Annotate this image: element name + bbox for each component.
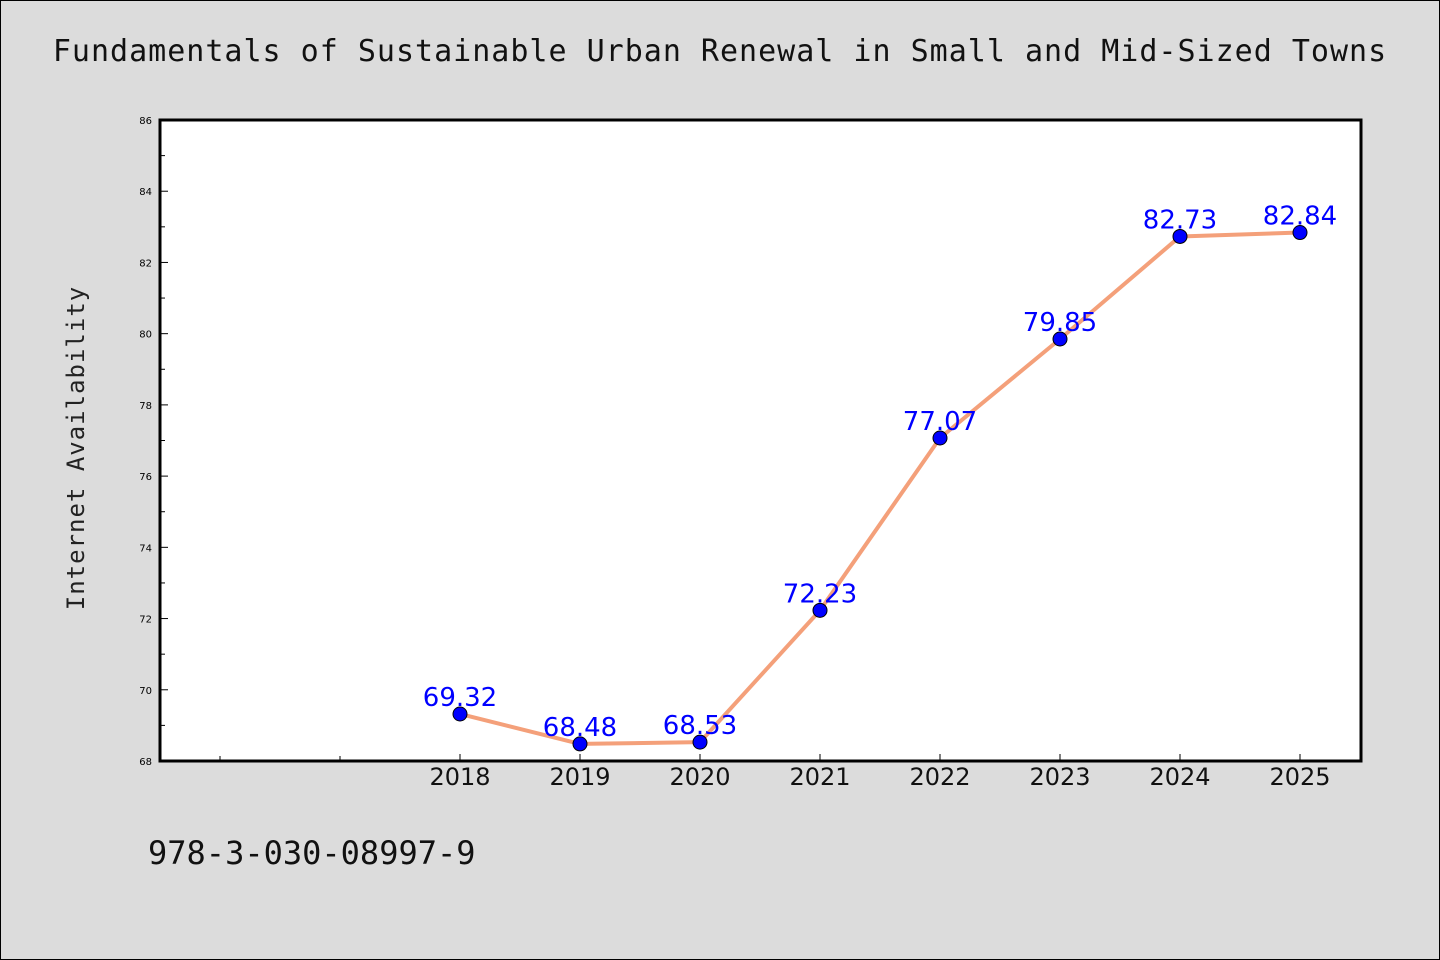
data-label: 68.48 <box>543 713 617 743</box>
y-tick-label: 78 <box>139 401 152 412</box>
data-label: 72.23 <box>783 579 857 609</box>
x-tick-label: 2024 <box>1149 763 1210 791</box>
y-tick-label: 74 <box>139 543 152 554</box>
y-tick-label: 76 <box>139 472 152 483</box>
y-tick-label: 68 <box>139 757 152 768</box>
data-point-marker <box>1172 228 1188 244</box>
isbn-text: 978-3-030-08997-9 <box>148 834 476 872</box>
data-point-marker <box>1292 225 1308 241</box>
x-tick-label: 2020 <box>669 763 730 791</box>
y-tick-label: 80 <box>139 330 152 341</box>
plot-area <box>158 118 1363 763</box>
data-label: 77.07 <box>903 407 977 437</box>
y-tick-label: 84 <box>139 187 152 198</box>
series-markers <box>452 225 1308 752</box>
data-label: 82.84 <box>1263 202 1337 232</box>
data-label: 68.53 <box>663 711 737 741</box>
x-axis: 2018 2019 2020 2021 2022 2023 2024 2025 <box>219 754 1331 791</box>
data-label: 69.32 <box>423 683 497 713</box>
y-tick-label: 86 <box>139 116 152 127</box>
y-tick-label: 70 <box>139 686 152 697</box>
x-tick-label: 2019 <box>549 763 610 791</box>
x-tick-label: 2021 <box>789 763 850 791</box>
data-point-marker <box>1052 331 1068 347</box>
data-point-marker <box>812 602 828 618</box>
data-point-marker <box>932 430 948 446</box>
y-tick-label: 72 <box>139 615 152 626</box>
x-tick-label: 2025 <box>1269 763 1330 791</box>
chart-title: Fundamentals of Sustainable Urban Renewa… <box>52 34 1388 69</box>
data-point-marker <box>452 706 468 722</box>
series-line <box>458 230 1302 746</box>
data-label: 82.73 <box>1143 205 1217 235</box>
data-point-marker <box>692 734 708 750</box>
y-axis: 68 70 72 74 76 78 80 82 84 86 <box>139 116 168 768</box>
x-tick-label: 2018 <box>429 763 490 791</box>
data-label: 79.85 <box>1023 308 1097 338</box>
data-labels: 69.32 68.48 68.53 72.23 77.07 79.85 82.73 82.84 <box>423 202 1337 743</box>
x-tick-label: 2023 <box>1029 763 1090 791</box>
x-tick-label: 2022 <box>909 763 970 791</box>
data-point-marker <box>572 736 588 752</box>
y-tick-label: 82 <box>139 258 152 269</box>
